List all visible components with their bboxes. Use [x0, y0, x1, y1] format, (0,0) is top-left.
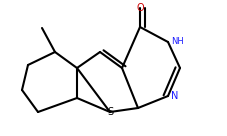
Text: N: N	[170, 91, 178, 101]
Text: O: O	[136, 3, 143, 13]
Text: NH: NH	[170, 38, 183, 47]
Text: S: S	[106, 107, 113, 117]
